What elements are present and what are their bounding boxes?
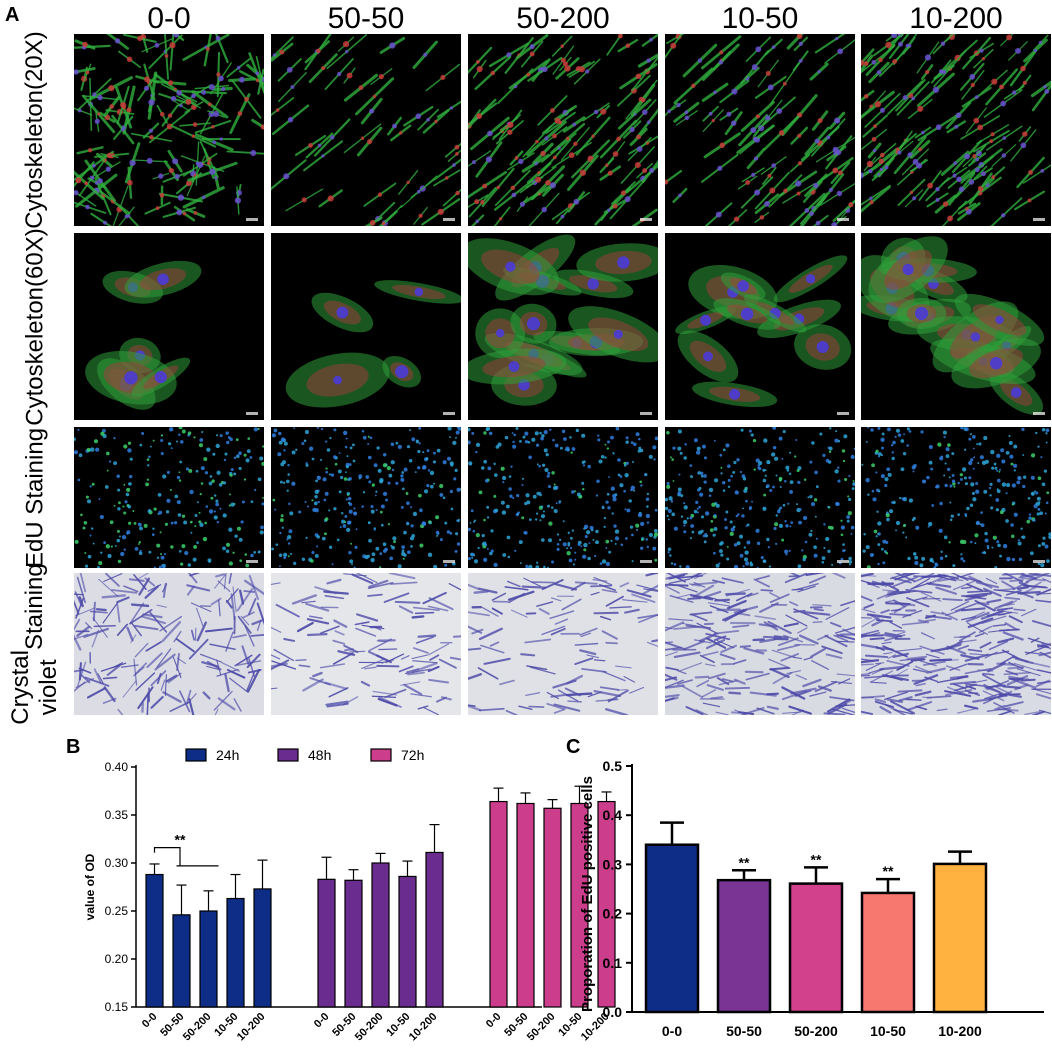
od-bar-48h-4 <box>426 852 443 1007</box>
od-legend-label-48h: 48h <box>308 747 331 763</box>
edu-x-tick-label: 10-200 <box>938 1023 982 1039</box>
od-bar-72h-2 <box>544 808 561 1007</box>
od-bar-48h-0 <box>318 879 335 1007</box>
od-bar-72h-1 <box>517 803 534 1007</box>
od-bar-48h-1 <box>345 880 362 1007</box>
od-x-tick-label: 0-0 <box>312 1011 332 1031</box>
edu-y-tick-label: 0.4 <box>603 807 623 823</box>
column-header-1: 50-50 <box>271 2 461 36</box>
od-x-tick-label: 50-200 <box>525 1011 558 1044</box>
od-x-tick-label: 0-0 <box>140 1011 160 1031</box>
edu-bar-3 <box>862 893 914 1012</box>
micrograph-cyto20-0 <box>74 34 264 226</box>
od-significance-label: ** <box>175 832 186 848</box>
edu-y-tick-label: 0.3 <box>603 856 623 872</box>
od-bar-48h-2 <box>372 863 389 1007</box>
edu-bar-0 <box>646 845 698 1012</box>
edu-x-tick-label: 10-50 <box>870 1023 906 1039</box>
micrograph-cyto60-4 <box>861 233 1051 420</box>
column-header-2: 50-200 <box>468 2 658 36</box>
micrograph-edu-0 <box>74 427 264 568</box>
micrograph-cyto60-0 <box>74 233 264 420</box>
od-y-tick-label: 0.15 <box>105 1000 129 1014</box>
column-header-3: 10-50 <box>665 2 855 36</box>
od-x-tick-label: 10-200 <box>235 1011 268 1044</box>
edu-x-tick-label: 0-0 <box>662 1023 682 1039</box>
od-bar-chart-svg: value of OD 0.15 0.20 0.25 0.30 0.35 0.40 0-0 50… <box>70 745 550 1050</box>
od-legend-swatch-72h <box>371 749 391 761</box>
micrograph-edu-1 <box>271 427 461 568</box>
micrograph-crystal-4 <box>861 573 1051 715</box>
edu-y-tick-label: 0.0 <box>603 1004 623 1020</box>
edu-significance-label: ** <box>739 854 750 870</box>
edu-y-tick-label: 0.1 <box>603 955 623 971</box>
micrograph-edu-2 <box>468 427 658 568</box>
od-x-tick-label: 50-200 <box>181 1011 214 1044</box>
edu-y-axis-label: Proporation of EdU positive cells <box>579 776 596 1012</box>
micrograph-cyto20-3 <box>665 34 855 226</box>
od-y-tick-label: 0.40 <box>105 760 129 774</box>
column-header-4: 10-200 <box>861 2 1051 36</box>
od-x-tick-label: 50-200 <box>353 1011 386 1044</box>
od-legend-label-24h: 24h <box>216 747 239 763</box>
od-y-tick-label: 0.20 <box>105 952 129 966</box>
micrograph-edu-4 <box>861 427 1051 568</box>
od-legend-swatch-24h <box>186 749 206 761</box>
micrograph-crystal-2 <box>468 573 658 715</box>
edu-proportion-chart-svg: Proporation of EdU positive cells 0.0 0.1 0… <box>570 745 1048 1050</box>
od-y-tick-label: 0.30 <box>105 856 129 870</box>
micrograph-edu-3 <box>665 427 855 568</box>
edu-significance-label: ** <box>811 851 822 867</box>
edu-proportion-chart: Proporation of EdU positive cells 0.0 0.1 0… <box>570 745 1048 1050</box>
micrograph-cyto60-3 <box>665 233 855 420</box>
row-label-0: Cytoskeleton(20X) <box>4 34 66 226</box>
micrograph-crystal-1 <box>271 573 461 715</box>
od-bar-24h-1 <box>173 915 190 1007</box>
panel-a-letter: A <box>5 4 19 27</box>
od-significance-bracket <box>155 848 181 866</box>
micrograph-crystal-3 <box>665 573 855 715</box>
micrograph-cyto20-1 <box>271 34 461 226</box>
micrograph-cyto60-1 <box>271 233 461 420</box>
edu-y-tick-label: 0.5 <box>603 758 623 774</box>
edu-bar-4 <box>934 864 986 1012</box>
od-bar-48h-3 <box>399 876 416 1007</box>
micrograph-cyto60-2 <box>468 233 658 420</box>
edu-x-tick-label: 50-50 <box>726 1023 762 1039</box>
od-bar-24h-4 <box>254 889 271 1007</box>
od-bar-24h-0 <box>146 875 163 1007</box>
row-label-1: Cytoskeleton(60X) <box>4 233 66 420</box>
micrograph-cyto20-2 <box>468 34 658 226</box>
od-x-tick-label: 0-0 <box>484 1011 504 1031</box>
od-bar-chart: value of OD 0.15 0.20 0.25 0.30 0.35 0.40 0-0 50… <box>70 745 550 1050</box>
edu-y-tick-label: 0.2 <box>603 906 623 922</box>
od-bar-24h-3 <box>227 899 244 1007</box>
edu-bar-2 <box>790 884 842 1012</box>
od-y-tick-label: 0.35 <box>105 808 129 822</box>
od-bar-72h-0 <box>490 802 507 1007</box>
od-bar-24h-2 <box>200 911 217 1007</box>
row-label-2: EdU Staining <box>4 427 66 568</box>
od-y-tick-label: 0.25 <box>105 904 129 918</box>
od-legend-swatch-48h <box>278 749 298 761</box>
edu-bar-1 <box>718 880 770 1012</box>
od-x-tick-label: 10-200 <box>407 1011 440 1044</box>
edu-significance-label: ** <box>883 863 894 879</box>
micrograph-cyto20-4 <box>861 34 1051 226</box>
micrograph-crystal-0 <box>74 573 264 715</box>
od-y-axis-label: value of OD <box>83 853 97 920</box>
od-legend-label-72h: 72h <box>401 747 424 763</box>
column-header-0: 0-0 <box>74 2 264 36</box>
edu-x-tick-label: 50-200 <box>794 1023 838 1039</box>
